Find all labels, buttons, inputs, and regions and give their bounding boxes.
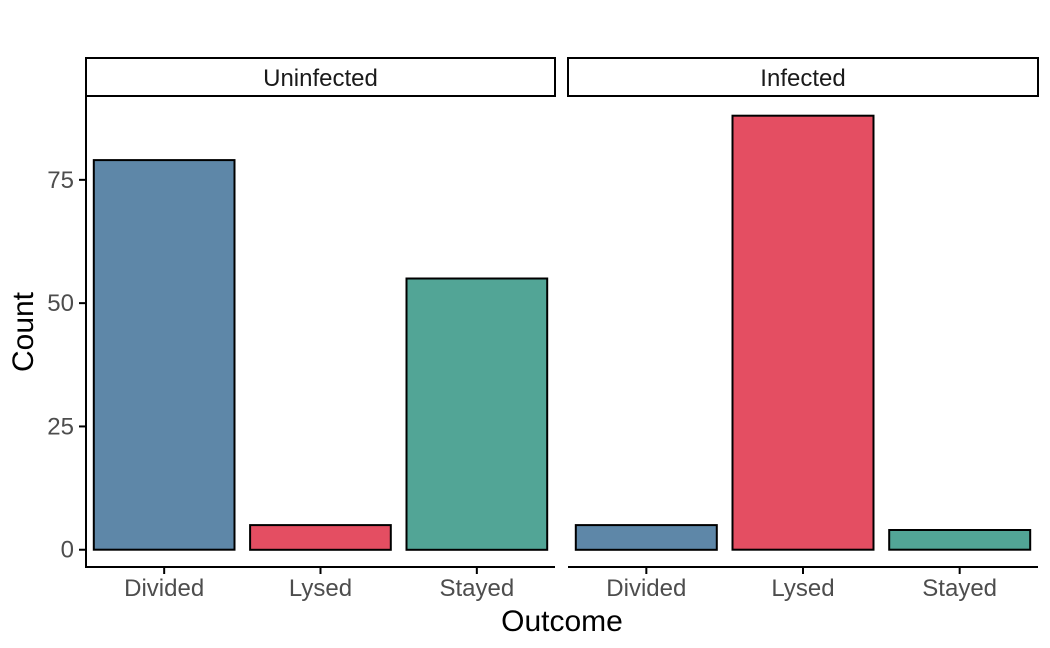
bars-uninfected — [92, 159, 549, 551]
bars-infected — [574, 114, 1032, 551]
x-axis-title: Outcome — [501, 605, 623, 638]
strip-label-uninfected: Uninfected — [263, 65, 378, 92]
x-ticks-uninfected: Divided Lysed Stayed — [124, 567, 514, 602]
strip-box-uninfected — [85, 57, 556, 97]
panel-infected: Infected Divided Lysed Stayed — [567, 57, 1039, 602]
x-ticks-infected: Divided Lysed Stayed — [606, 567, 997, 602]
bar-uninfected-lysed — [249, 524, 392, 551]
x-tick-label-infected-lysed: Lysed — [771, 575, 834, 602]
panel-uninfected: Uninfected Divided Lysed Stayed — [85, 57, 556, 602]
y-tick-label-75: 75 — [47, 167, 74, 194]
bar-uninfected-stayed — [405, 277, 549, 551]
x-tick-label-infected-stayed: Stayed — [922, 575, 997, 602]
strip-box-infected — [567, 57, 1039, 97]
y-tick-label-25: 25 — [47, 413, 74, 440]
x-tick-label-infected-divided: Divided — [606, 575, 686, 602]
y-axis-title: Count — [7, 291, 40, 372]
y-tick-label-50: 50 — [47, 290, 74, 317]
x-tick-label-uninfected-lysed: Lysed — [289, 575, 352, 602]
bar-infected-divided — [574, 524, 718, 551]
bar-uninfected-divided — [92, 159, 236, 551]
strip-label-infected: Infected — [760, 65, 845, 92]
y-axis: 0 25 50 75 — [47, 167, 86, 564]
x-tick-label-uninfected-divided: Divided — [124, 575, 204, 602]
y-tick-label-0: 0 — [61, 537, 74, 564]
x-tick-label-uninfected-stayed: Stayed — [439, 575, 514, 602]
bar-infected-lysed — [731, 114, 875, 551]
bar-infected-stayed — [888, 529, 1032, 551]
